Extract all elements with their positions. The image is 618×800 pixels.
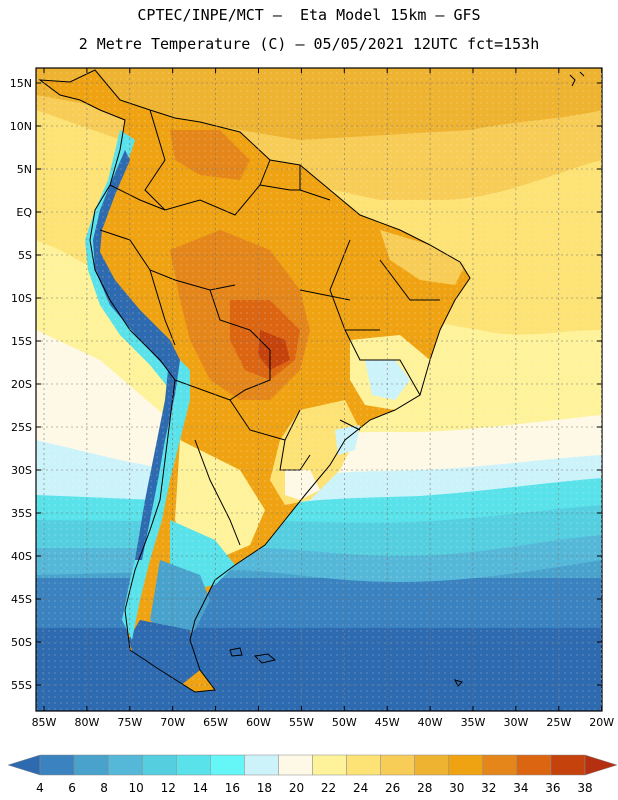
colorbar-label: 20 [289, 781, 304, 795]
lat-label: 30S [11, 464, 32, 477]
lon-label: 70W [160, 716, 185, 729]
colorbar-box [414, 754, 449, 776]
colorbar-label: 28 [417, 781, 432, 795]
colorbar-box [39, 754, 75, 776]
colorbar-box [516, 754, 552, 776]
colorbar-box [176, 754, 211, 776]
lat-label: 10N [10, 120, 32, 133]
lat-label: 40S [11, 550, 32, 563]
colorbar-box [73, 754, 109, 776]
lon-label: 65W [203, 716, 228, 729]
lon-label: 55W [289, 716, 314, 729]
latitude-labels: 15N 10N 5N EQ 5S 10S 15S 20S 25S 30S 35S 40S 45S 50S 5… [10, 77, 602, 692]
lat-label: 25S [11, 421, 32, 434]
colorbar-label: 18 [257, 781, 272, 795]
colorbar: 4 6 8 10 12 14 16 18 20 22 24 26 28 30 32 34 36 38 [7, 754, 618, 795]
colorbar-box [448, 754, 484, 776]
map-subtitle: 2 Metre Temperature (C) – 05/05/2021 12U… [78, 35, 540, 53]
colorbar-label: 36 [545, 781, 560, 795]
colorbar-box [312, 754, 347, 776]
lat-label: 5N [17, 163, 32, 176]
colorbar-label: 38 [577, 781, 592, 795]
colorbar-label: 6 [68, 781, 76, 795]
lon-label: 75W [117, 716, 142, 729]
lat-label: 35S [11, 507, 32, 520]
colorbar-label: 14 [193, 781, 208, 795]
lat-label: 50S [11, 636, 32, 649]
lat-label: 45S [11, 593, 32, 606]
colorbar-label: 8 [100, 781, 108, 795]
colorbar-box [210, 754, 245, 776]
colorbar-box [550, 754, 586, 776]
longitude-labels: 85W 80W 75W 70W 65W 60W 55W 50W 45W 40W 35W 30W 25W 2… [32, 68, 614, 729]
lat-label: 5S [18, 249, 32, 262]
colorbar-label: 16 [225, 781, 240, 795]
lon-label: 45W [375, 716, 400, 729]
colorbar-label: 10 [129, 781, 144, 795]
colorbar-label: 34 [513, 781, 528, 795]
lon-label: 40W [418, 716, 443, 729]
lon-label: 60W [246, 716, 271, 729]
colorbar-box [244, 754, 279, 776]
colorbar-box [141, 754, 177, 776]
lon-label: 50W [332, 716, 357, 729]
lat-label: 10S [11, 292, 32, 305]
lat-label: 15N [10, 77, 32, 90]
map-title: CPTEC/INPE/MCT – Eta Model 15km – GFS [137, 6, 481, 24]
lon-label: 25W [546, 716, 571, 729]
lat-label: 20S [11, 378, 32, 391]
colorbar-label: 24 [353, 781, 368, 795]
lat-lon-grid [36, 68, 602, 711]
colorbar-label: 22 [321, 781, 336, 795]
colorbar-label: 12 [161, 781, 176, 795]
colorbar-box [346, 754, 381, 776]
colorbar-arrow-high [584, 754, 618, 776]
country-boundaries [38, 69, 585, 693]
colorbar-box [482, 754, 518, 776]
colorbar-box [278, 754, 313, 776]
lon-label: 30W [503, 716, 528, 729]
colorbar-label: 32 [481, 781, 496, 795]
lon-label: 35W [461, 716, 486, 729]
colorbar-label: 4 [36, 781, 44, 795]
colorbar-box [107, 754, 143, 776]
lon-label: 85W [32, 716, 57, 729]
lat-label: 15S [11, 335, 32, 348]
lat-label: 55S [11, 679, 32, 692]
colorbar-arrow-low [7, 754, 41, 776]
colorbar-label: 26 [385, 781, 400, 795]
lat-label: EQ [16, 206, 32, 219]
lon-label: 20W [589, 716, 614, 729]
lon-label: 80W [74, 716, 99, 729]
colorbar-box [380, 754, 415, 776]
colorbar-label: 30 [449, 781, 464, 795]
temperature-field [36, 68, 602, 711]
